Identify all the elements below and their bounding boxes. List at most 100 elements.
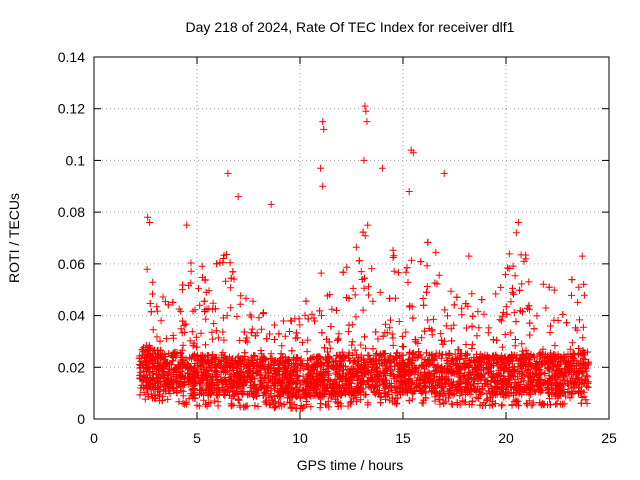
- data-point: [281, 366, 289, 374]
- data-point: [384, 364, 392, 372]
- data-point: [310, 314, 318, 322]
- data-point: [286, 399, 294, 407]
- data-point: [551, 372, 559, 380]
- outlier-point: [319, 182, 327, 190]
- data-point: [156, 354, 164, 362]
- data-point: [267, 361, 275, 369]
- data-point: [546, 395, 553, 403]
- data-point: [274, 387, 282, 395]
- data-point: [523, 401, 531, 409]
- data-point: [525, 354, 533, 362]
- data-point: [439, 396, 447, 404]
- data-point: [510, 366, 517, 374]
- data-point: [389, 334, 397, 342]
- data-point: [342, 362, 349, 370]
- data-point: [499, 390, 507, 398]
- data-point: [259, 353, 267, 361]
- data-point: [333, 378, 341, 386]
- data-point: [216, 259, 224, 267]
- data-point: [359, 228, 367, 236]
- data-point: [438, 351, 446, 358]
- data-point: [374, 335, 382, 343]
- data-point: [409, 364, 416, 372]
- data-point: [153, 333, 161, 341]
- x-tick-label: 25: [601, 430, 617, 446]
- data-point: [147, 308, 155, 316]
- outlier-point: [320, 125, 328, 133]
- data-point: [153, 307, 161, 315]
- data-point: [404, 278, 412, 286]
- grid-lines: [94, 57, 609, 419]
- data-point: [206, 364, 214, 372]
- data-point: [357, 341, 365, 349]
- data-point: [243, 402, 251, 410]
- data-point: [453, 367, 461, 375]
- y-axis-label: ROTI / TECUs: [6, 193, 22, 283]
- data-point: [552, 384, 560, 392]
- data-point: [304, 357, 312, 365]
- data-point: [364, 377, 372, 385]
- data-point: [333, 363, 340, 370]
- data-point: [345, 321, 353, 329]
- data-point: [391, 362, 399, 370]
- data-point: [376, 288, 384, 296]
- data-point: [509, 363, 517, 371]
- data-point: [262, 373, 269, 381]
- data-point: [245, 390, 253, 398]
- data-point: [526, 331, 534, 339]
- data-point: [404, 360, 412, 368]
- data-point: [575, 384, 582, 392]
- data-point: [568, 339, 576, 347]
- data-point: [143, 358, 150, 366]
- data-point: [485, 387, 493, 395]
- data-point: [240, 328, 248, 336]
- data-point: [343, 374, 351, 382]
- data-point: [231, 357, 239, 364]
- data-point: [568, 390, 575, 398]
- data-point: [489, 352, 496, 360]
- data-point: [433, 382, 441, 389]
- data-point: [264, 384, 272, 392]
- data-point: [360, 284, 368, 292]
- outlier-point: [465, 252, 473, 260]
- data-point: [434, 378, 442, 386]
- data-point: [296, 394, 304, 402]
- data-point: [537, 361, 545, 369]
- data-point: [536, 355, 544, 363]
- data-point: [456, 355, 463, 363]
- data-point: [395, 378, 403, 386]
- data-point: [516, 286, 524, 294]
- data-point: [294, 372, 302, 380]
- data-point: [191, 306, 199, 314]
- outlier-point: [360, 156, 368, 164]
- data-point: [380, 375, 387, 383]
- data-point: [498, 343, 506, 351]
- data-point: [280, 367, 288, 375]
- data-point: [295, 376, 303, 384]
- data-point: [575, 283, 583, 291]
- data-point: [431, 353, 439, 361]
- data-point: [484, 329, 492, 337]
- data-point: [144, 383, 152, 390]
- y-tick-label: 0: [77, 411, 85, 427]
- data-point: [365, 351, 373, 359]
- data-point: [283, 387, 291, 395]
- data-point: [465, 375, 473, 382]
- data-point: [334, 403, 342, 410]
- data-point: [309, 375, 317, 383]
- data-point: [252, 385, 260, 393]
- data-point: [386, 353, 394, 361]
- data-point: [458, 311, 466, 319]
- data-point: [526, 386, 534, 394]
- data-point: [392, 353, 400, 361]
- data-point: [381, 350, 389, 357]
- data-point: [510, 290, 517, 298]
- data-point: [372, 363, 380, 371]
- data-point: [496, 363, 504, 371]
- data-point: [535, 377, 543, 385]
- data-point: [203, 305, 211, 313]
- data-point: [396, 352, 404, 360]
- data-point: [488, 373, 496, 381]
- data-point: [165, 385, 173, 393]
- data-point: [165, 368, 173, 376]
